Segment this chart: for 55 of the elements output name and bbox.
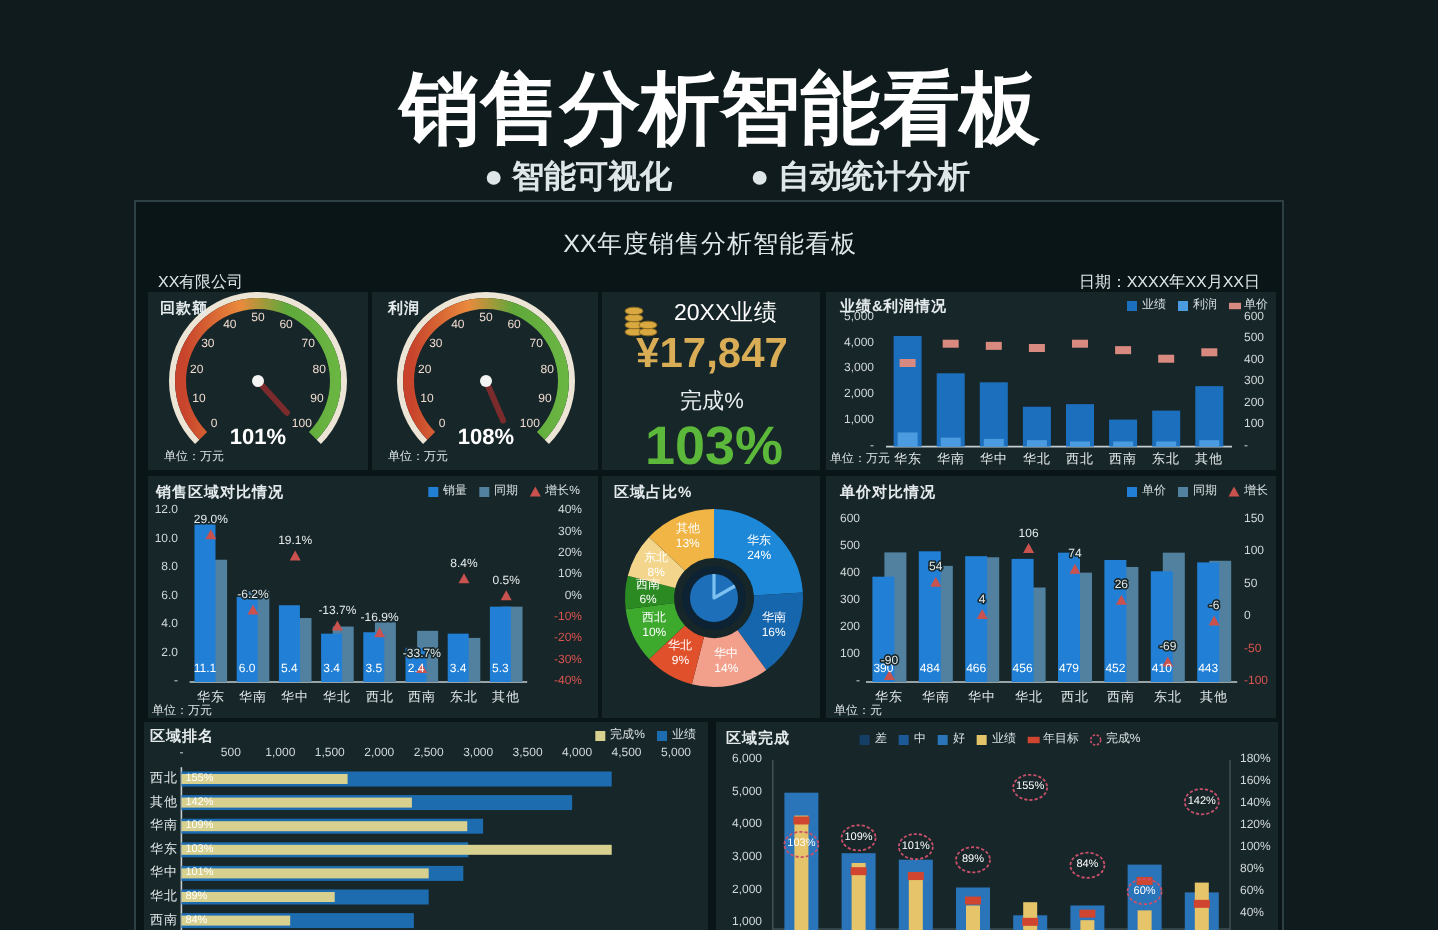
bar <box>181 774 348 784</box>
bar <box>965 556 988 682</box>
bar <box>897 432 918 447</box>
bar <box>321 633 343 682</box>
bar <box>1113 441 1134 447</box>
text: ● 智能可视化 <box>483 159 675 195</box>
text: XX有限公司 <box>158 273 244 291</box>
point <box>331 620 343 631</box>
text: ¥17,847 <box>636 331 788 377</box>
text: 完成% <box>680 388 745 414</box>
point <box>458 573 470 584</box>
point <box>1115 594 1127 605</box>
bar <box>1070 441 1090 447</box>
bar <box>278 605 300 682</box>
point <box>374 627 386 638</box>
bar <box>1199 440 1220 447</box>
point <box>976 609 988 620</box>
bar <box>983 438 1004 447</box>
point <box>247 604 259 615</box>
bar <box>1058 552 1080 682</box>
point <box>1023 543 1035 554</box>
bar <box>1197 562 1220 682</box>
text: 销售分析智能看板 <box>396 66 1042 154</box>
bar <box>194 524 216 682</box>
bar <box>181 868 429 879</box>
bar <box>1156 441 1177 447</box>
point <box>289 550 301 561</box>
bar <box>181 844 612 855</box>
bar <box>181 915 291 926</box>
bar <box>181 821 468 832</box>
data-label: 101% <box>229 426 287 450</box>
bar <box>1104 559 1127 682</box>
bar <box>489 606 511 682</box>
bar <box>872 576 895 682</box>
text: 103% <box>644 416 784 476</box>
bar <box>181 892 335 902</box>
text: 日期：XXXX年XX月XX日 <box>1078 273 1260 291</box>
point <box>930 576 942 587</box>
bar <box>1195 386 1224 447</box>
point <box>1208 615 1220 626</box>
text: XX年度销售分析智能看板 <box>563 228 857 258</box>
text: ● 自动统计分析 <box>749 159 971 195</box>
point <box>500 590 512 601</box>
point <box>205 529 217 540</box>
data-label: 108% <box>457 426 515 450</box>
bar <box>1026 440 1047 447</box>
bar <box>181 797 412 808</box>
bar <box>940 437 961 447</box>
bar <box>1011 558 1034 682</box>
point <box>1069 563 1081 574</box>
bar <box>936 373 965 447</box>
bar <box>447 633 469 682</box>
text: 20XX业绩 <box>674 300 779 326</box>
bar <box>979 382 1008 447</box>
bar <box>1066 404 1094 447</box>
